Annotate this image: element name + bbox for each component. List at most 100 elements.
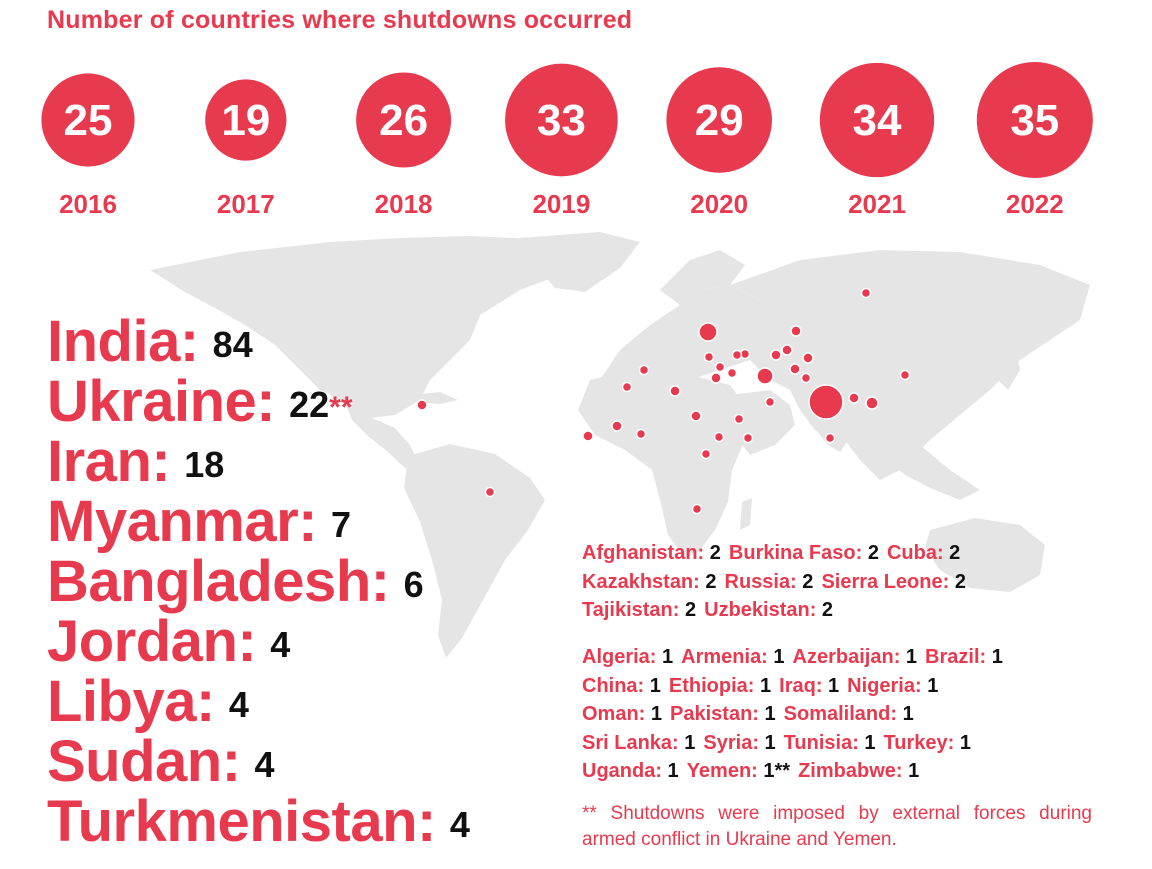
country-item: Yemen: 1** bbox=[687, 757, 790, 786]
dot-ukraine bbox=[698, 322, 718, 342]
dot-bangladesh bbox=[848, 392, 860, 404]
dot-tunisia bbox=[638, 364, 650, 376]
country-count: 4 bbox=[254, 744, 275, 785]
chart-title: Number of countries where shutdowns occu… bbox=[47, 6, 633, 34]
country-count: 1 bbox=[921, 674, 939, 697]
dot-sri-lanka bbox=[824, 432, 836, 444]
year-label-2016: 2016 bbox=[59, 189, 117, 219]
bubble-value-2019: 33 bbox=[537, 96, 586, 145]
country-count: 1 bbox=[986, 646, 1003, 668]
year-label-2018: 2018 bbox=[375, 189, 433, 219]
bubble-value-2018: 26 bbox=[379, 96, 428, 145]
dot-afghanistan bbox=[789, 363, 801, 375]
country-name: Russia: bbox=[724, 570, 797, 593]
country-name: China: bbox=[582, 674, 645, 697]
dot-brazil bbox=[484, 486, 496, 498]
bubble-2019 bbox=[505, 63, 618, 177]
country-name: Turkey: bbox=[883, 731, 955, 754]
country-item: Sri Lanka: 1 bbox=[582, 729, 695, 758]
country-row: Uganda: 1 Yemen: 1** Zimbabwe: 1 bbox=[582, 757, 1011, 786]
dot-sierra-leone bbox=[582, 430, 594, 442]
country-item: Cuba: 2 bbox=[887, 539, 960, 568]
country-item: Tunisia: 1 bbox=[784, 729, 876, 758]
country-name: Zimbabwe: bbox=[798, 760, 903, 782]
top-country-row: Myanmar: 7 bbox=[47, 492, 470, 552]
central-america bbox=[345, 402, 418, 468]
dot-iran bbox=[756, 367, 774, 385]
top-country-row: Iran: 18 bbox=[47, 432, 470, 492]
country-name: Pakistan: bbox=[670, 703, 759, 725]
country-row: Oman: 1 Pakistan: 1 Somaliland: 1 bbox=[582, 700, 1011, 729]
bubble-2022 bbox=[976, 62, 1093, 178]
country-count: 2 bbox=[943, 542, 961, 564]
country-name: Syria: bbox=[703, 731, 759, 754]
country-count: 7 bbox=[330, 504, 352, 545]
bubble-2016 bbox=[41, 73, 135, 167]
one-shutdown-list: Algeria: 1 Armenia: 1 Azerbaijan: 1 Brazil:… bbox=[582, 643, 1011, 786]
country-name: India: bbox=[47, 309, 199, 374]
dot-uzbekistan bbox=[781, 344, 793, 356]
footnote: ** Shutdowns were imposed by external fo… bbox=[582, 801, 1092, 853]
year-label-2019: 2019 bbox=[532, 189, 590, 219]
country-item: Sierra Leone: 2 bbox=[821, 568, 966, 597]
country-item: Brazil: 1 bbox=[925, 643, 1003, 672]
country-count: 2 bbox=[699, 570, 717, 593]
country-item: Ethiopia: 1 bbox=[669, 672, 771, 701]
dot-tajikistan bbox=[802, 352, 814, 364]
country-name: Nigeria: bbox=[847, 674, 922, 697]
country-item: Iraq: 1 bbox=[779, 672, 839, 701]
bubble-2020 bbox=[666, 67, 772, 173]
dot-pakistan bbox=[800, 372, 812, 384]
country-item: Syria: 1 bbox=[703, 729, 775, 758]
country-name: Tajikistan: bbox=[582, 599, 680, 621]
year-bubbles: 25 2016 19 2017 26 2018 33 2019 29 2020 34 2021 35 20… bbox=[41, 62, 1093, 219]
country-name: Kazakhstan: bbox=[582, 570, 700, 593]
country-count: 2 bbox=[816, 599, 834, 621]
country-name: Jordan: bbox=[47, 609, 257, 674]
dot-yemen bbox=[733, 413, 745, 425]
country-name: Armenia: bbox=[681, 646, 768, 668]
bubble-value-2022: 35 bbox=[1010, 96, 1059, 145]
country-count: 2 bbox=[949, 570, 966, 593]
country-item: Uganda: 1 bbox=[582, 757, 679, 786]
country-item: Pakistan: 1 bbox=[670, 700, 776, 729]
country-item: Somaliland: 1 bbox=[784, 700, 914, 729]
top-country-row: India: 84 bbox=[47, 312, 470, 372]
country-name: Algeria: bbox=[582, 646, 657, 668]
two-shutdowns-list: Afghanistan: 2 Burkina Faso: 2 Cuba: 2 Kaza… bbox=[582, 539, 974, 625]
country-name: Ukraine: bbox=[47, 369, 276, 434]
top-country-row: Jordan: 4 bbox=[47, 612, 470, 672]
country-name: Myanmar: bbox=[47, 489, 317, 554]
country-count: 2 bbox=[704, 542, 721, 564]
southeast-asia bbox=[880, 430, 980, 500]
country-name: Sierra Leone: bbox=[821, 570, 950, 593]
country-name: Bangladesh: bbox=[47, 549, 390, 614]
top-country-row: Libya: 4 bbox=[47, 672, 470, 732]
country-item: Armenia: 1 bbox=[681, 643, 784, 672]
dot-somaliland bbox=[742, 432, 754, 444]
year-label-2017: 2017 bbox=[217, 189, 275, 219]
country-count: 4 bbox=[228, 684, 249, 725]
country-row: Afghanistan: 2 Burkina Faso: 2 Cuba: 2 bbox=[582, 539, 974, 568]
bubble-2018 bbox=[356, 72, 452, 168]
country-count: 1 bbox=[678, 731, 696, 754]
country-name: Brazil: bbox=[925, 646, 987, 668]
north-america bbox=[150, 236, 590, 418]
country-count: 18 bbox=[184, 444, 225, 485]
country-item: Uzbekistan: 2 bbox=[704, 596, 833, 625]
country-count: 1 bbox=[644, 674, 661, 697]
country-count: 1 bbox=[656, 646, 674, 668]
country-count: 1 bbox=[822, 674, 840, 697]
country-item: Oman: 1 bbox=[582, 700, 662, 729]
country-count: 1 bbox=[754, 674, 772, 697]
country-item: Algeria: 1 bbox=[582, 643, 673, 672]
europe bbox=[600, 285, 790, 388]
top-countries-list: India: 84 Ukraine: 22** Iran: 18 Myanmar… bbox=[47, 312, 470, 852]
country-count: 22** bbox=[289, 384, 353, 425]
country-count: 1 bbox=[858, 731, 876, 754]
country-count: 2 bbox=[796, 570, 814, 593]
footnote-mark: ** bbox=[329, 391, 353, 424]
country-row: Algeria: 1 Armenia: 1 Azerbaijan: 1 Brazil:… bbox=[582, 643, 1011, 672]
country-name: Yemen: bbox=[686, 760, 758, 782]
country-name: Cuba: bbox=[886, 542, 944, 564]
